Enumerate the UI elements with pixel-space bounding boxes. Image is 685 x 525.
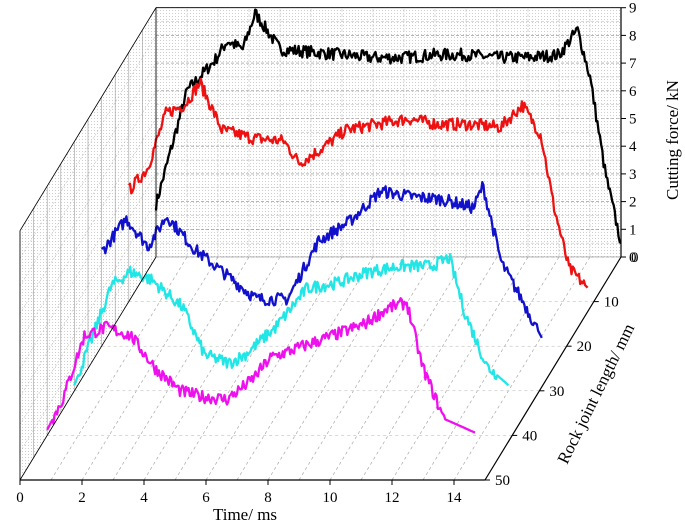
side-top-edge [19, 7, 157, 231]
y-tick-label: 10 [604, 295, 619, 311]
x-tick-label: 12 [385, 490, 400, 506]
z-tick-label: 7 [629, 56, 637, 72]
z-tick-label: 0 [629, 250, 637, 266]
floor-grid-line [298, 256, 436, 481]
z-tick-label: 1 [629, 222, 637, 238]
z-axis-label: Cutting force/ kN [663, 80, 682, 200]
z-tick-label: 5 [629, 112, 637, 128]
side-wall-grid-line [19, 118, 157, 342]
series-line [154, 8, 622, 245]
y-tick-label: 50 [495, 473, 510, 489]
side-wall-grid-line [19, 90, 157, 314]
x-tick-label: 6 [202, 490, 210, 506]
side-wall-grid-line [19, 201, 157, 425]
floor-grid-line [236, 256, 374, 481]
series-line [127, 77, 589, 289]
chart-axes [19, 7, 626, 485]
floor-grid-line [81, 256, 219, 481]
side-wall-grid-line [19, 35, 157, 259]
chart-panels [19, 6, 622, 482]
x-tick-label: 8 [264, 490, 272, 506]
floor-grid-line [329, 256, 467, 481]
series-line [73, 252, 510, 387]
data-series [46, 8, 622, 434]
floor-grid-line [453, 256, 591, 481]
floor-grid-line [391, 256, 529, 481]
side-wall-grid-line [19, 62, 157, 287]
z-tick-label: 2 [629, 195, 637, 211]
x-tick-label: 2 [78, 490, 86, 506]
z-tick-label: 6 [629, 84, 637, 100]
side-wall-grid-line [19, 173, 157, 398]
x-tick-label: 4 [140, 490, 148, 506]
series-line [46, 297, 476, 434]
z-tick-label: 3 [629, 167, 637, 183]
floor-grid-line [422, 256, 560, 481]
side-floor-edge [19, 256, 157, 481]
floor-grid-line [267, 256, 405, 481]
z-tick-label: 4 [629, 139, 637, 155]
y-tick-label: 40 [522, 428, 537, 444]
series-line [100, 181, 543, 339]
floor-grid-line [360, 256, 498, 481]
y-tick-label: 0 [631, 250, 639, 266]
side-wall-grid-line [19, 229, 157, 453]
x-tick-label: 10 [323, 490, 338, 506]
floor-grid-line [112, 256, 250, 481]
x-tick-label: 0 [16, 490, 24, 506]
y-tick-label: 30 [549, 384, 564, 400]
floor-grid-line [143, 256, 281, 481]
z-tick-label: 8 [629, 28, 637, 44]
floor-grid-line [174, 256, 312, 481]
x-axis-label: Time/ ms [213, 505, 277, 524]
z-tick-label: 9 [629, 1, 637, 17]
x-tick-label: 14 [447, 490, 463, 506]
y-tick-label: 20 [577, 339, 592, 355]
y-axis-line [484, 256, 622, 481]
floor-grid-line [205, 256, 343, 481]
